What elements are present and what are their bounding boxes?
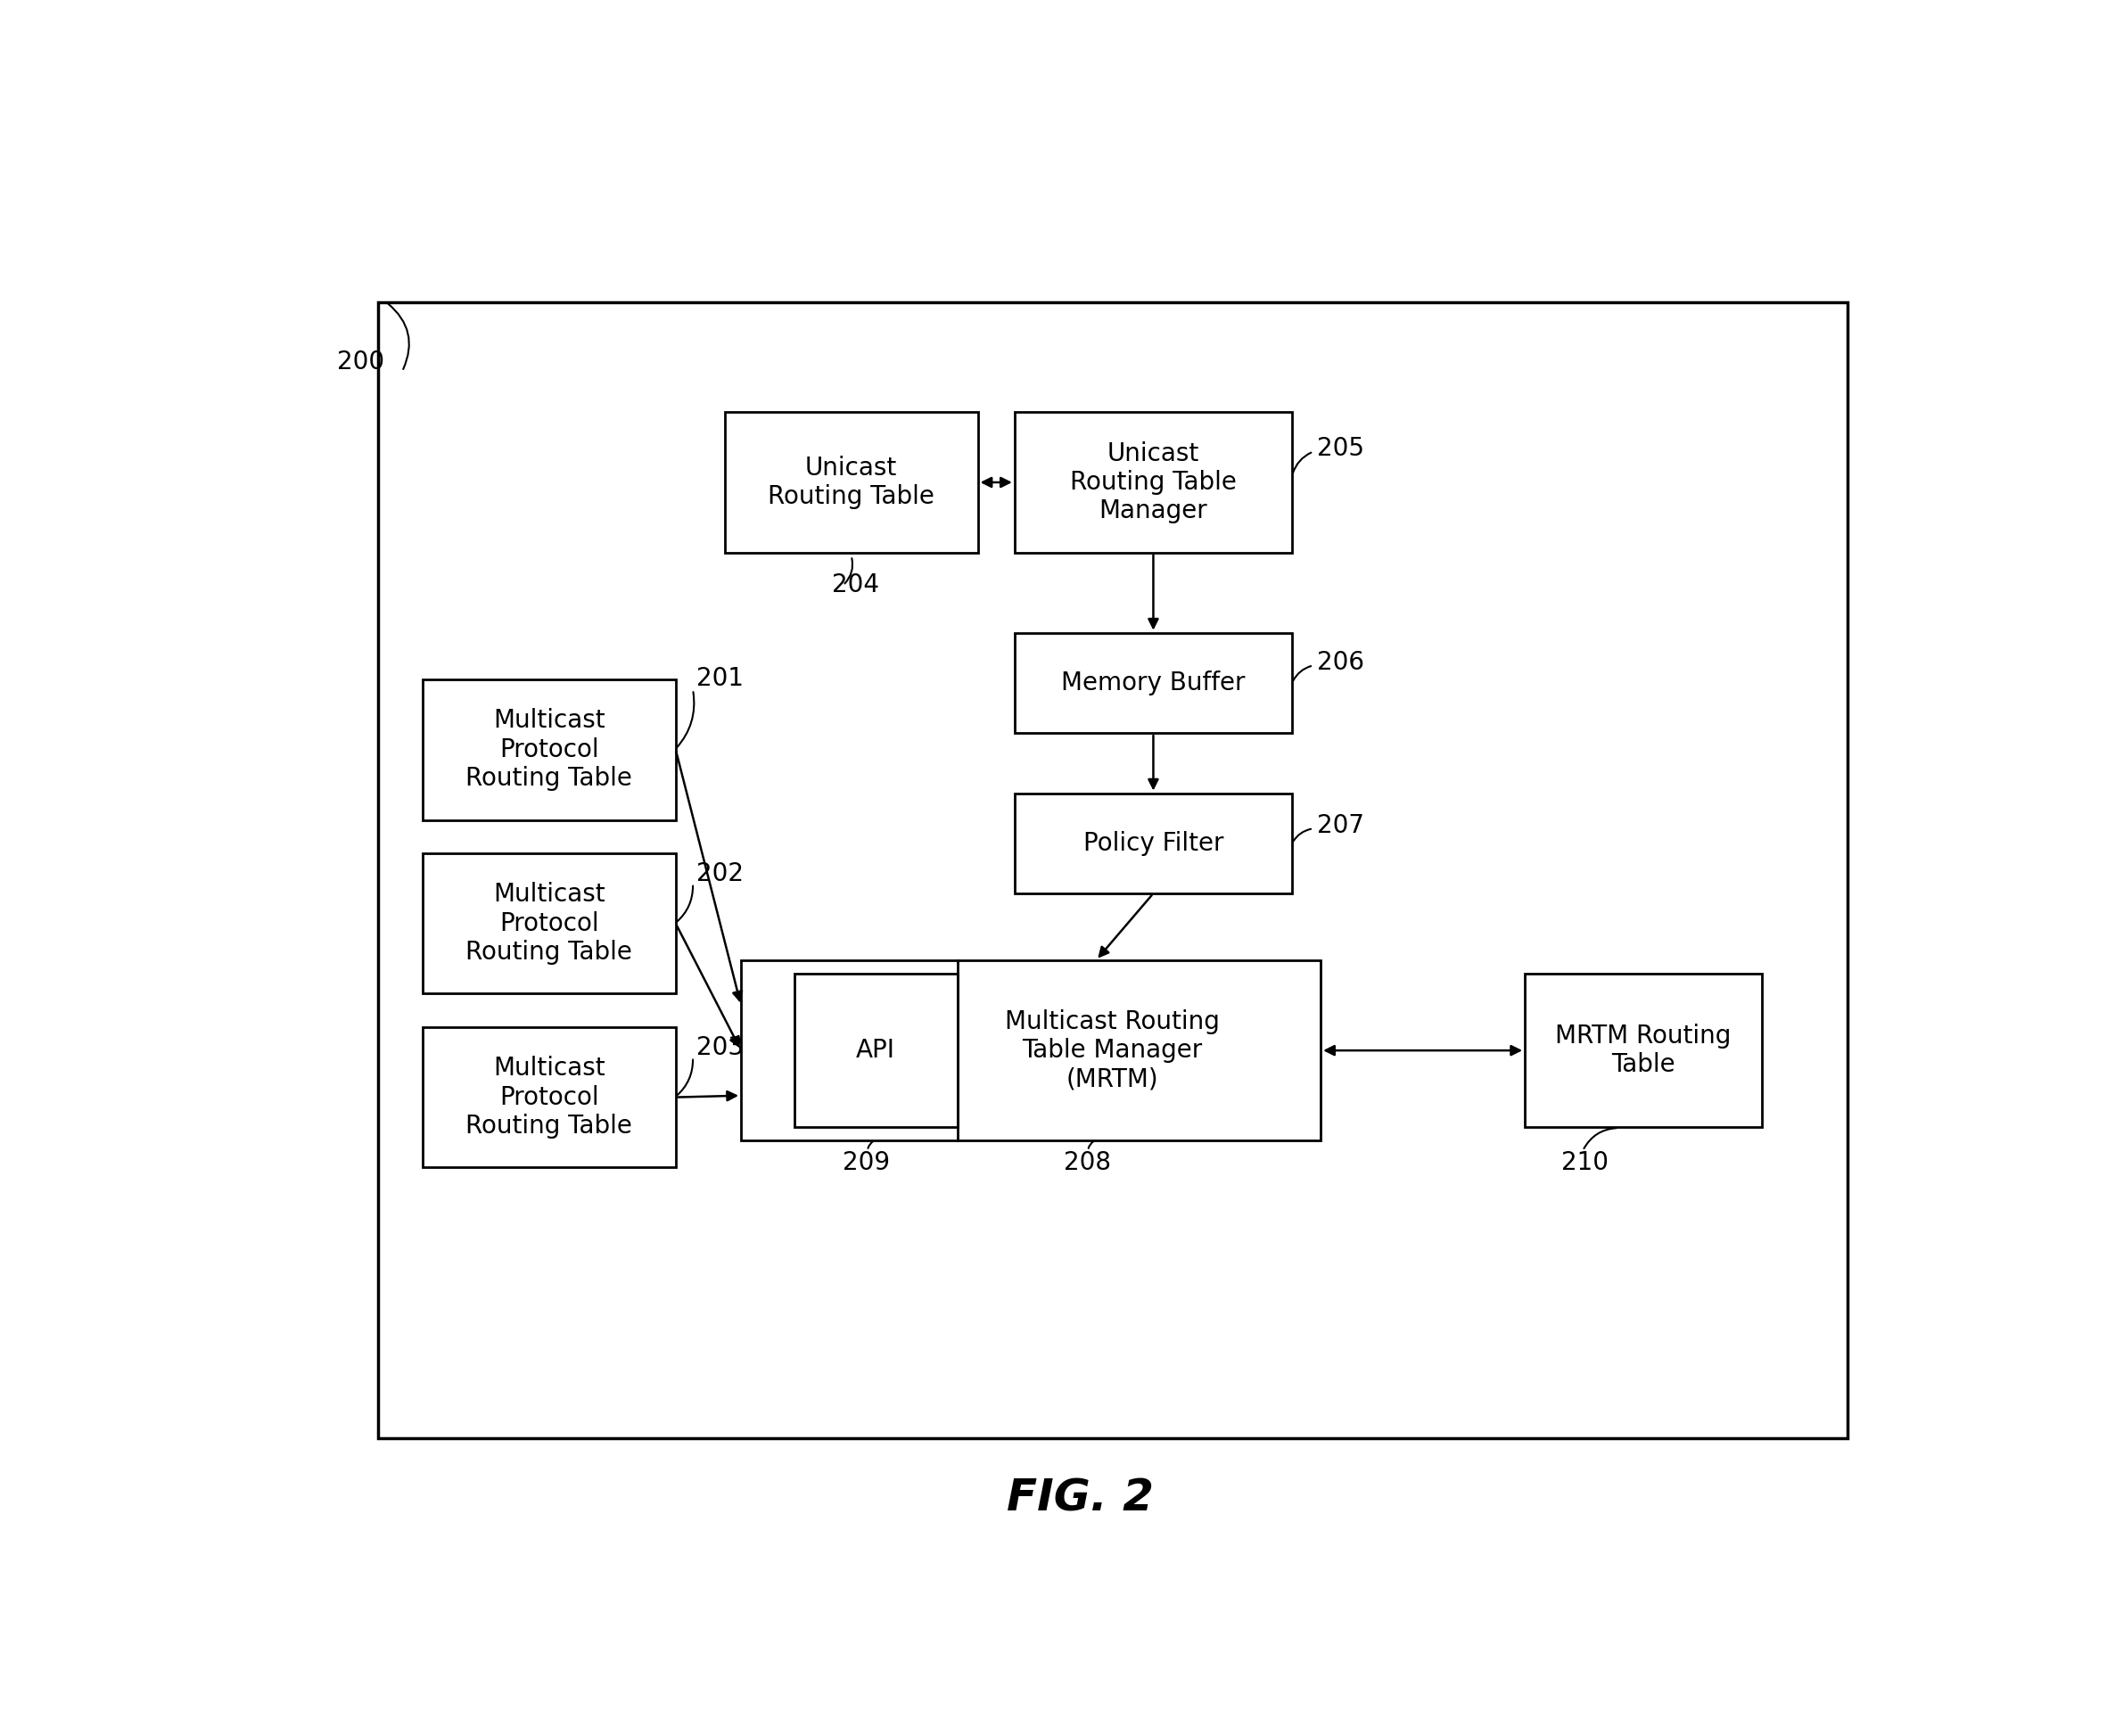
Text: MRTM Routing
Table: MRTM Routing Table [1555,1024,1732,1078]
Bar [1016,411,1292,552]
Text: Multicast
Protocol
Routing Table: Multicast Protocol Routing Table [466,882,632,965]
Bar [377,302,1848,1437]
Text: 210: 210 [1561,1151,1610,1175]
Bar [424,854,676,993]
Text: 208: 208 [1064,1151,1110,1175]
Bar [424,1028,676,1167]
Text: 200: 200 [337,349,383,375]
Text: Unicast
Routing Table: Unicast Routing Table [767,455,936,509]
Text: FIG. 2: FIG. 2 [1007,1477,1153,1519]
Bar [794,974,957,1127]
Text: Multicast Routing
Table Manager
(MRTM): Multicast Routing Table Manager (MRTM) [1005,1009,1220,1092]
Bar [1016,632,1292,733]
Text: Multicast
Protocol
Routing Table: Multicast Protocol Routing Table [466,1055,632,1139]
Bar [742,960,1321,1141]
Text: Memory Buffer: Memory Buffer [1062,670,1245,696]
Text: API: API [855,1038,895,1062]
Text: Multicast
Protocol
Routing Table: Multicast Protocol Routing Table [466,708,632,792]
Text: 206: 206 [1317,651,1363,675]
Text: Policy Filter: Policy Filter [1083,832,1224,856]
Bar [1525,974,1761,1127]
Text: 209: 209 [843,1151,891,1175]
Text: 204: 204 [832,573,879,597]
Text: 205: 205 [1317,436,1363,462]
Text: 201: 201 [695,667,744,691]
Bar [1016,793,1292,894]
Text: 203: 203 [695,1035,744,1061]
Text: Unicast
Routing Table
Manager: Unicast Routing Table Manager [1070,441,1237,524]
Bar [725,411,978,552]
Bar [424,679,676,819]
Text: 202: 202 [695,861,744,887]
Text: 207: 207 [1317,814,1363,838]
